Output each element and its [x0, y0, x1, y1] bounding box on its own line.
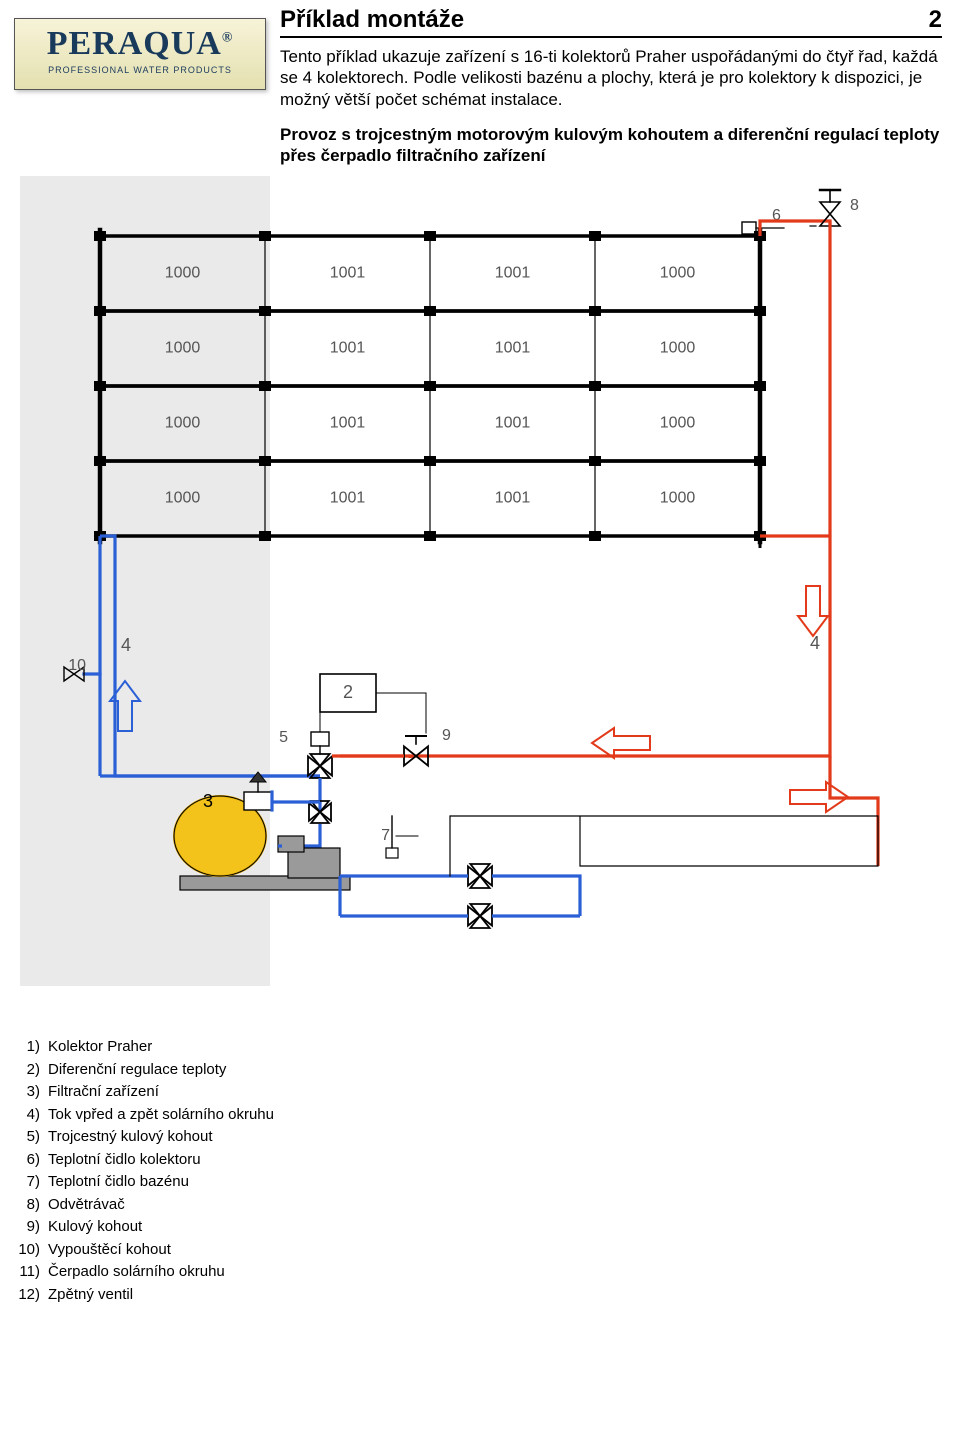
schematic-diagram: 1000 1001 1001 1000 1000 1001 1001 1000 1000 1001…: [20, 176, 900, 986]
legend-num: 2): [10, 1059, 40, 1082]
brand-logo: PERAQUA® PROFESSIONAL WATER PRODUCTS: [14, 18, 266, 90]
svg-text:1000: 1000: [660, 415, 696, 432]
svg-text:1001: 1001: [330, 415, 366, 432]
legend-text: Diferenční regulace teploty: [48, 1059, 226, 1082]
logo-reg: ®: [222, 31, 233, 46]
legend-text: Zpětný ventil: [48, 1284, 133, 1307]
legend-text: Teplotní čidlo bazénu: [48, 1171, 189, 1194]
legend-item: 10) Vypouštěcí kohout: [10, 1239, 960, 1262]
legend-item: 5) Trojcestný kulový kohout: [10, 1126, 960, 1149]
page-number: 2: [929, 6, 942, 34]
logo-brand: PERAQUA: [47, 25, 222, 62]
legend-text: Tok vpřed a zpět solárního okruhu: [48, 1104, 274, 1127]
intro-paragraph: Tento příklad ukazuje zařízení s 16-ti k…: [280, 46, 942, 110]
svg-text:1000: 1000: [660, 340, 696, 357]
legend-num: 4): [10, 1104, 40, 1127]
svg-text:1000: 1000: [165, 340, 201, 357]
svg-text:2: 2: [343, 682, 353, 702]
legend-item: 1) Kolektor Praher: [10, 1036, 960, 1059]
legend-text: Vypouštěcí kohout: [48, 1239, 171, 1262]
title-row: Příklad montáže 2: [280, 6, 942, 38]
subtitle: Provoz s trojcestným motorovým kulovým k…: [280, 124, 942, 167]
svg-text:4: 4: [810, 633, 820, 653]
legend-item: 3) Filtrační zařízení: [10, 1081, 960, 1104]
svg-text:4: 4: [121, 635, 131, 655]
legend-num: 10): [10, 1239, 40, 1262]
svg-text:1001: 1001: [330, 265, 366, 282]
legend-text: Teplotní čidlo kolektoru: [48, 1149, 201, 1172]
legend-num: 6): [10, 1149, 40, 1172]
legend-item: 11) Čerpadlo solárního okruhu: [10, 1261, 960, 1284]
svg-text:1000: 1000: [165, 415, 201, 432]
legend-num: 7): [10, 1171, 40, 1194]
legend-num: 3): [10, 1081, 40, 1104]
legend-num: 5): [10, 1126, 40, 1149]
legend-num: 1): [10, 1036, 40, 1059]
svg-text:1000: 1000: [165, 490, 201, 507]
svg-text:1001: 1001: [495, 340, 531, 357]
svg-text:8: 8: [850, 197, 859, 214]
legend-list: 1) Kolektor Praher 2) Diferenční regulace t…: [10, 1036, 960, 1306]
svg-text:1001: 1001: [330, 490, 366, 507]
diagram-svg: 1000 1001 1001 1000 1000 1001 1001 1000 1000 1001…: [20, 176, 900, 986]
svg-text:10: 10: [68, 657, 86, 674]
legend-item: 12) Zpětný ventil: [10, 1284, 960, 1307]
legend-text: Kolektor Praher: [48, 1036, 152, 1059]
legend-text: Trojcestný kulový kohout: [48, 1126, 213, 1149]
legend-item: 2) Diferenční regulace teploty: [10, 1059, 960, 1082]
svg-text:1001: 1001: [495, 415, 531, 432]
legend-num: 8): [10, 1194, 40, 1217]
svg-text:1001: 1001: [495, 265, 531, 282]
svg-text:3: 3: [203, 791, 213, 811]
legend-text: Filtrační zařízení: [48, 1081, 159, 1104]
legend-num: 11): [10, 1261, 40, 1284]
svg-text:1001: 1001: [495, 490, 531, 507]
svg-text:7: 7: [381, 827, 390, 844]
legend-item: 8) Odvětrávač: [10, 1194, 960, 1217]
legend-text: Odvětrávač: [48, 1194, 125, 1217]
svg-text:1000: 1000: [660, 265, 696, 282]
legend-num: 9): [10, 1216, 40, 1239]
legend-item: 4) Tok vpřed a zpět solárního okruhu: [10, 1104, 960, 1127]
svg-text:1000: 1000: [660, 490, 696, 507]
svg-text:9: 9: [442, 727, 451, 744]
legend-text: Čerpadlo solárního okruhu: [48, 1261, 225, 1284]
svg-text:5: 5: [279, 729, 288, 746]
page-title: Příklad montáže: [280, 6, 929, 34]
legend-text: Kulový kohout: [48, 1216, 142, 1239]
legend-item: 7) Teplotní čidlo bazénu: [10, 1171, 960, 1194]
logo-tagline: PROFESSIONAL WATER PRODUCTS: [15, 65, 265, 75]
legend-num: 12): [10, 1284, 40, 1307]
legend-item: 9) Kulový kohout: [10, 1216, 960, 1239]
legend-item: 6) Teplotní čidlo kolektoru: [10, 1149, 960, 1172]
svg-text:1001: 1001: [330, 340, 366, 357]
svg-text:1000: 1000: [165, 265, 201, 282]
